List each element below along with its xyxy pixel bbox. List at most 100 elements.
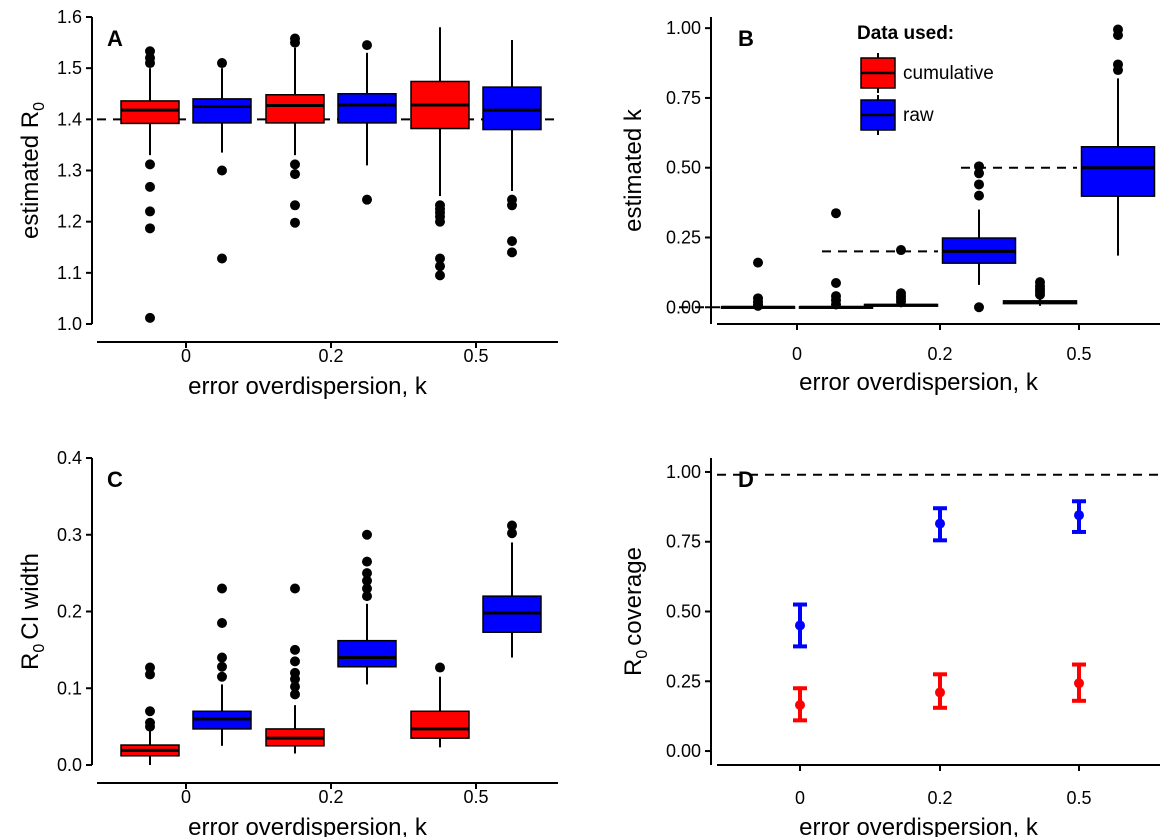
outlier-point <box>290 689 300 700</box>
y-axis-title-subscript: 0 <box>31 102 48 111</box>
estimate-point <box>795 699 805 710</box>
outlier-point <box>507 236 517 247</box>
y-tick-label: 0.1 <box>57 678 82 698</box>
y-tick-label: 0.2 <box>57 602 82 622</box>
outlier-point <box>435 270 445 281</box>
y-tick-label: 1.4 <box>57 109 82 129</box>
x-tick-label: 0.5 <box>1066 344 1091 364</box>
y-tick-label: 1.00 <box>666 462 701 482</box>
y-tick-label: 0.50 <box>666 158 701 178</box>
outlier-point <box>896 296 906 307</box>
outlier-point <box>145 669 155 680</box>
y-tick-label: 1.00 <box>666 18 701 38</box>
outlier-point <box>145 159 155 170</box>
y-tick-label: 0.50 <box>666 602 701 622</box>
y-tick-label: 1.2 <box>57 212 82 232</box>
outlier-point <box>896 245 906 256</box>
outlier-point <box>362 575 372 586</box>
y-axis-title: estimated R0 <box>17 102 48 239</box>
legend-label: raw <box>903 105 934 126</box>
y-axis-title: estimated k <box>620 108 647 232</box>
estimate-point <box>795 620 805 631</box>
outlier-point <box>362 556 372 567</box>
x-axis-title: error overdispersion, k <box>799 814 1039 837</box>
outlier-point <box>974 161 984 172</box>
outlier-point <box>974 179 984 190</box>
outlier-point <box>145 206 155 217</box>
outlier-point <box>362 583 372 594</box>
outlier-point <box>1113 30 1123 41</box>
box-cumulative <box>410 710 470 739</box>
outlier-point <box>974 168 984 179</box>
x-tick-label: 0 <box>181 787 191 807</box>
outlier-point <box>974 302 984 313</box>
outlier-point <box>831 277 841 288</box>
outlier-point <box>145 706 155 717</box>
x-tick-label: 0 <box>795 788 805 808</box>
box-raw <box>1080 146 1156 197</box>
outlier-point <box>217 661 227 672</box>
outlier-point <box>145 721 155 732</box>
outlier-point <box>435 261 445 272</box>
outlier-point <box>290 159 300 170</box>
outlier-point <box>217 652 227 663</box>
y-tick-label: 0.3 <box>57 525 82 545</box>
outlier-point <box>753 257 763 268</box>
y-axis-title: R0 CI width <box>17 553 48 670</box>
y-axis-title-main: estimated k <box>620 108 647 232</box>
y-axis-title-prefix: R <box>620 659 647 676</box>
outlier-point <box>145 312 155 323</box>
outlier-point <box>507 200 517 211</box>
x-tick-label: 0.2 <box>927 344 952 364</box>
x-axis-title: error overdispersion, k <box>188 373 428 400</box>
estimate-point <box>935 687 945 698</box>
x-tick-label: 0.5 <box>463 787 488 807</box>
outlier-point <box>290 681 300 692</box>
x-tick-label: 0.2 <box>318 787 343 807</box>
outlier-point <box>217 583 227 594</box>
y-tick-label: 0.0 <box>57 755 82 775</box>
y-axis-title-main: estimated R <box>17 111 44 239</box>
legend-title: Data used: <box>857 23 954 44</box>
outlier-point <box>362 529 372 540</box>
outlier-point <box>217 58 227 69</box>
outlier-point <box>362 568 372 579</box>
box-raw <box>482 86 542 131</box>
y-tick-label: 1.1 <box>57 263 82 283</box>
y-tick-label: 1.0 <box>57 314 82 334</box>
outlier-point <box>362 40 372 51</box>
outlier-point <box>435 216 445 227</box>
panel-c: 0.0 0.1 0.2 0.3 0.4 0 0.2 0.5 error overdispersi… <box>17 448 558 837</box>
box-cumulative <box>120 100 180 125</box>
panels: 1.0 1.1 1.2 1.3 1.4 1.5 1.6 0 0.2 0.5 error overdi… <box>17 7 1160 837</box>
outlier-point <box>145 223 155 234</box>
outlier-point <box>435 662 445 673</box>
outlier-point <box>1035 289 1045 300</box>
y-tick-label: 1.6 <box>57 7 82 27</box>
y-tick-label: 1.5 <box>57 58 82 78</box>
outlier-point <box>290 674 300 685</box>
panel-a: 1.0 1.1 1.2 1.3 1.4 1.5 1.6 0 0.2 0.5 error overdi… <box>17 7 558 400</box>
estimate-point <box>1074 510 1084 521</box>
x-axis-title: error overdispersion, k <box>799 369 1039 396</box>
outlier-point <box>290 656 300 667</box>
y-axis-title-subscript: 0 <box>31 644 48 653</box>
y-axis-title-prefix: R <box>17 653 44 670</box>
y-axis-title-main: CI width <box>17 553 44 640</box>
x-tick-label: 0.5 <box>1066 788 1091 808</box>
y-tick-label: 0.00 <box>666 741 701 761</box>
panel-d: 0.00 0.25 0.50 0.75 1.00 0 0.2 0.5 error overdis… <box>620 458 1160 837</box>
legend: Data used: cumulative raw <box>857 23 994 135</box>
box-cumulative <box>265 94 325 124</box>
outlier-point <box>831 208 841 219</box>
panel-letter: B <box>738 26 754 51</box>
x-axis-title: error overdispersion, k <box>188 814 428 837</box>
x-tick-label: 0 <box>181 346 191 366</box>
outlier-point <box>290 217 300 228</box>
outlier-point <box>507 247 517 258</box>
outlier-point <box>290 169 300 180</box>
outlier-point <box>290 583 300 594</box>
box-raw <box>192 98 252 124</box>
